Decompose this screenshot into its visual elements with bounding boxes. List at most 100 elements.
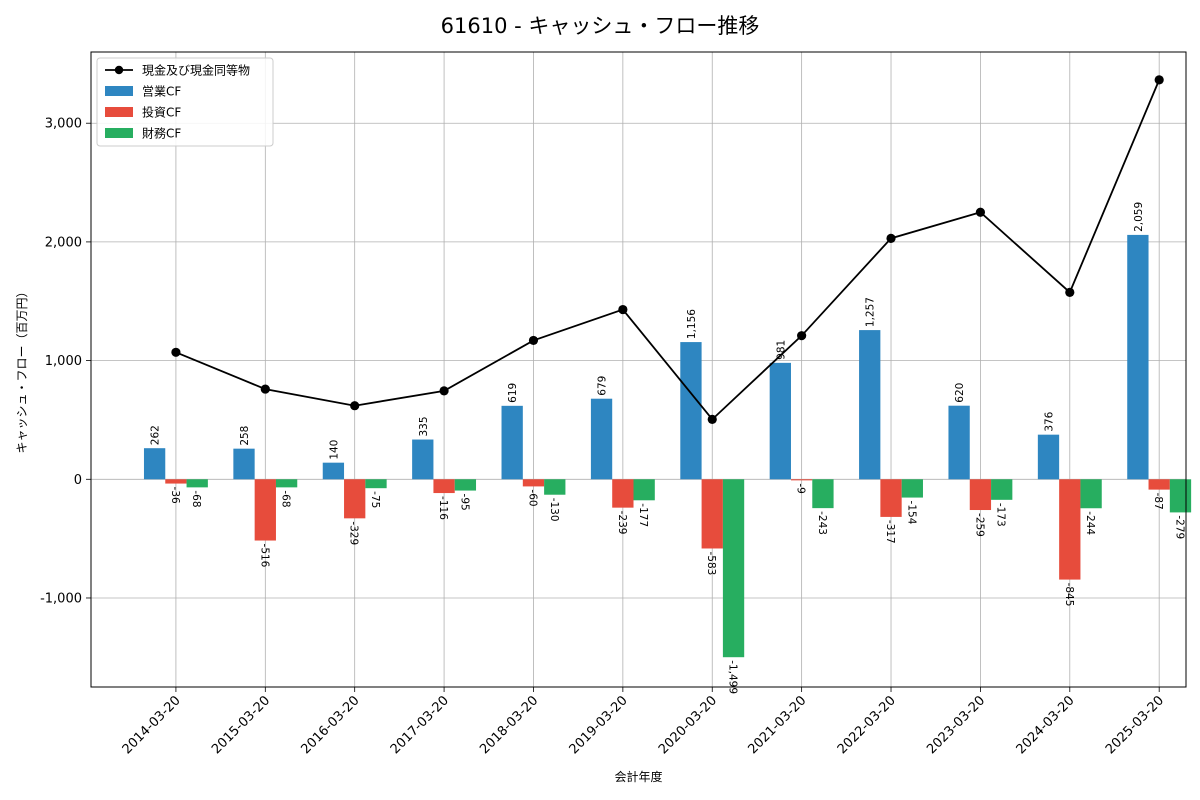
bar-value-label: -583 bbox=[705, 551, 717, 575]
legend-marker bbox=[114, 65, 124, 75]
x-tick-label: 2022-03-20 bbox=[835, 693, 899, 757]
bar-value-label: 140 bbox=[328, 440, 340, 460]
cash-point bbox=[797, 331, 807, 341]
cash-point bbox=[439, 386, 449, 396]
bar-2-0 bbox=[186, 479, 208, 488]
y-tick-label: 2,000 bbox=[45, 235, 82, 250]
bar-value-label: -130 bbox=[548, 498, 560, 522]
bar-value-label: 258 bbox=[239, 426, 251, 446]
bar-value-label: 619 bbox=[507, 383, 519, 403]
chart-title: 61610 - キャッシュ・フロー推移 bbox=[441, 14, 760, 38]
bar-2-8 bbox=[901, 479, 923, 498]
legend-label: 財務CF bbox=[142, 126, 181, 141]
bar-0-1 bbox=[233, 448, 255, 480]
cash-point bbox=[618, 304, 628, 315]
cash-point bbox=[528, 335, 539, 346]
bar-0-9 bbox=[948, 405, 970, 480]
bar-0-5 bbox=[590, 398, 613, 480]
bar-value-label: -60 bbox=[526, 489, 538, 506]
bar-2-10 bbox=[1080, 479, 1102, 509]
x-tick-label: 2015-03-20 bbox=[209, 693, 273, 757]
bar-value-label: 620 bbox=[954, 383, 966, 403]
x-tick-label: 2018-03-20 bbox=[477, 693, 541, 757]
bar-0-0 bbox=[143, 448, 166, 480]
bar-0-8 bbox=[859, 330, 881, 480]
bar-value-label: -329 bbox=[348, 521, 360, 545]
legend-bar-swatch bbox=[105, 86, 133, 96]
bar-2-3 bbox=[454, 479, 477, 491]
bar-value-label: -116 bbox=[437, 496, 449, 520]
bar-0-6 bbox=[680, 342, 702, 480]
bar-1-7 bbox=[790, 479, 813, 481]
bar-0-4 bbox=[501, 405, 523, 480]
bar-2-7 bbox=[812, 479, 834, 509]
bar-1-5 bbox=[612, 479, 634, 508]
bar-value-label: -36 bbox=[169, 487, 181, 504]
y-tick-label: 1,000 bbox=[45, 354, 82, 369]
bar-2-2 bbox=[365, 479, 387, 489]
y-tick-label: 3,000 bbox=[45, 117, 82, 132]
cash-point bbox=[1154, 75, 1164, 85]
bar-2-1 bbox=[275, 479, 298, 488]
legend-label: 投資CF bbox=[142, 105, 181, 120]
bar-value-label: -516 bbox=[258, 544, 270, 568]
legend-label: 現金及び現金同等物 bbox=[142, 63, 250, 78]
cash-point bbox=[1065, 287, 1075, 297]
bar-value-label: -239 bbox=[616, 511, 628, 535]
bar-value-label: 262 bbox=[150, 425, 162, 445]
bar-value-label: 981 bbox=[775, 340, 787, 360]
legend-bar-swatch bbox=[105, 107, 133, 117]
bar-value-label: 2,059 bbox=[1133, 202, 1145, 232]
cash-point bbox=[350, 401, 360, 411]
cash-point bbox=[171, 347, 181, 357]
bar-value-label: -75 bbox=[369, 491, 381, 508]
bar-1-3 bbox=[433, 479, 455, 494]
legend-label: 営業CF bbox=[142, 85, 181, 99]
x-tick-label: 2024-03-20 bbox=[1014, 693, 1078, 757]
bar-1-4 bbox=[522, 479, 545, 487]
bar-value-label: -95 bbox=[458, 494, 470, 511]
bar-value-label: -259 bbox=[973, 513, 985, 537]
bar-value-label: -317 bbox=[884, 520, 896, 544]
bar-2-11 bbox=[1169, 479, 1192, 513]
x-tick-label: 2023-03-20 bbox=[924, 693, 988, 757]
legend-bar-swatch bbox=[105, 128, 133, 138]
bar-2-4 bbox=[544, 479, 566, 495]
bar-value-label: -87 bbox=[1152, 493, 1164, 510]
bar-1-1 bbox=[254, 479, 276, 541]
bar-value-label: -173 bbox=[995, 503, 1007, 527]
bar-0-3 bbox=[412, 439, 434, 480]
plot-frame bbox=[90, 51, 1187, 688]
bar-value-label: 1,257 bbox=[865, 297, 877, 327]
y-tick-label: -1,000 bbox=[40, 591, 82, 606]
bar-value-label: -243 bbox=[816, 511, 828, 535]
x-tick-label: 2020-03-20 bbox=[656, 693, 720, 757]
bar-value-label: -154 bbox=[905, 501, 917, 525]
bar-1-0 bbox=[165, 479, 187, 484]
bar-value-label: 1,156 bbox=[686, 309, 698, 339]
x-tick-label: 2014-03-20 bbox=[120, 693, 184, 757]
cash-point bbox=[260, 384, 270, 394]
bar-value-label: -1,499 bbox=[727, 660, 739, 694]
bar-value-label: -845 bbox=[1063, 583, 1075, 607]
bar-2-6 bbox=[722, 479, 745, 658]
cash-equivalents-line bbox=[175, 79, 1161, 421]
bar-value-label: 679 bbox=[597, 376, 609, 396]
bar-0-10 bbox=[1037, 434, 1060, 480]
bar-value-label: -244 bbox=[1084, 511, 1096, 535]
x-tick-label: 2017-03-20 bbox=[388, 693, 452, 757]
bar-1-10 bbox=[1059, 479, 1081, 580]
x-tick-label: 2025-03-20 bbox=[1103, 693, 1167, 757]
bar-value-label: -177 bbox=[637, 503, 649, 527]
x-axis-label: 会計年度 bbox=[614, 769, 662, 784]
cash-point bbox=[886, 233, 896, 243]
bar-1-8 bbox=[880, 479, 902, 517]
x-tick-label: 2016-03-20 bbox=[298, 693, 362, 757]
bar-1-6 bbox=[701, 479, 723, 549]
y-axis-label: キャッシュ・フロー（百万円） bbox=[15, 285, 29, 453]
bar-value-label: -68 bbox=[190, 490, 202, 507]
bar-0-2 bbox=[322, 462, 345, 480]
bar-2-5 bbox=[633, 479, 655, 501]
